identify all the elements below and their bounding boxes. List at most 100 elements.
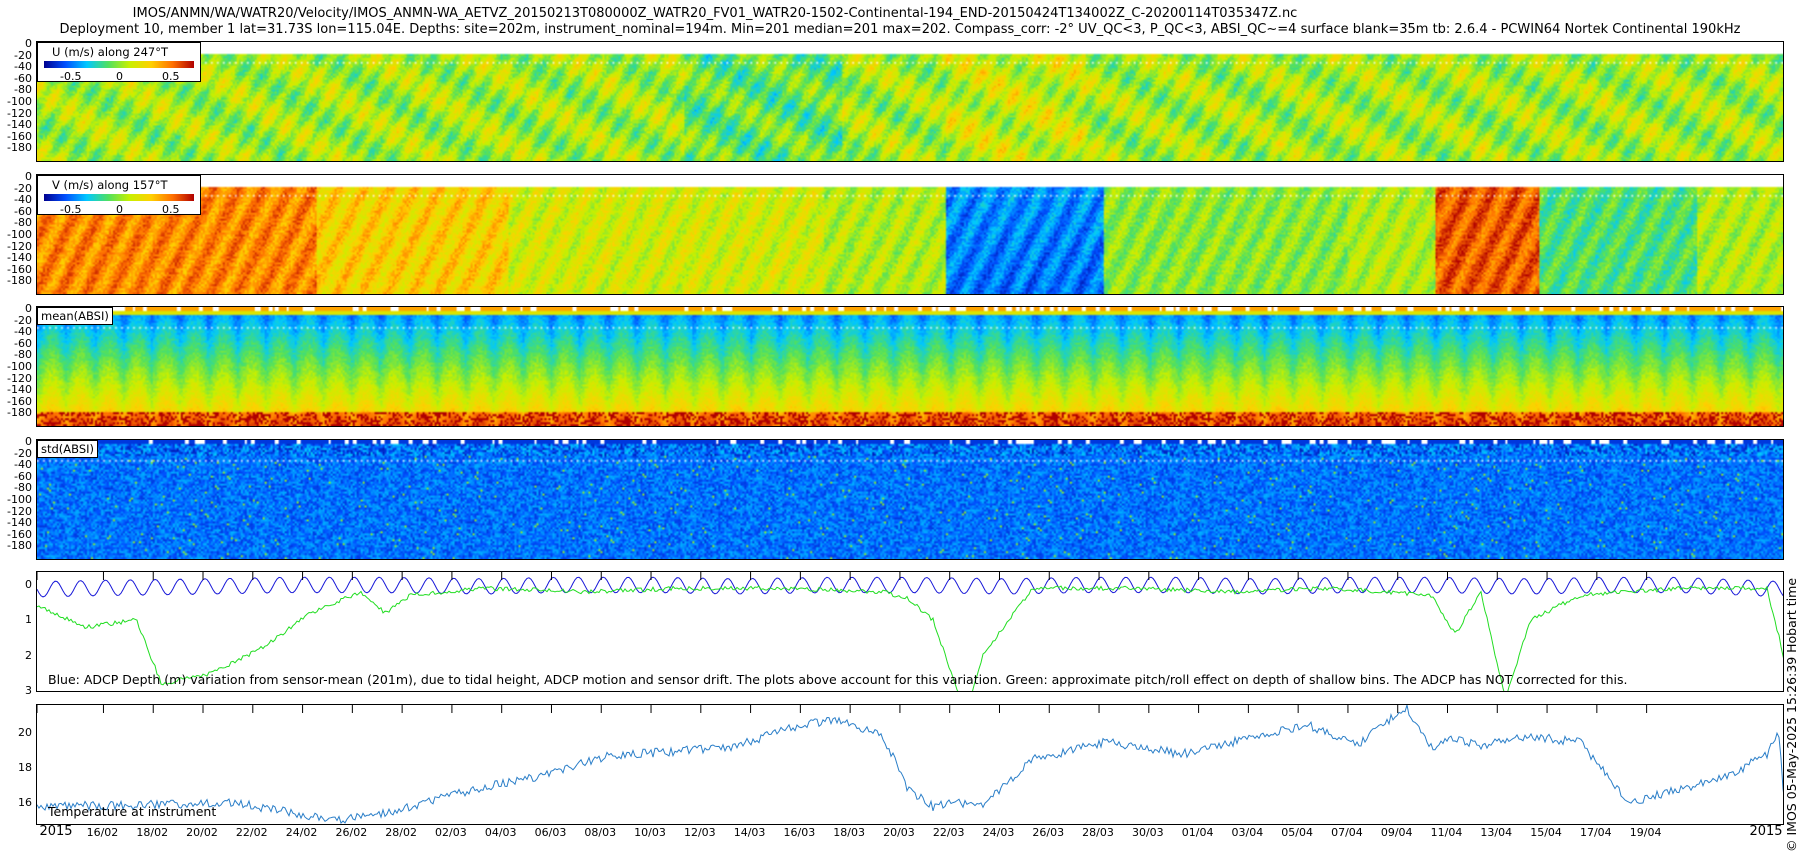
y-tick-label: -80 — [0, 482, 32, 493]
v-colorbar-tick: 0 — [116, 203, 123, 216]
x-date-label: 22/03 — [933, 826, 965, 839]
x-date-label: 05/04 — [1281, 826, 1313, 839]
y-tick-label: 0 — [0, 38, 32, 49]
y-tick-label: -140 — [0, 384, 32, 395]
y-tick-label: -180 — [0, 275, 32, 286]
x-date-label: 22/02 — [236, 826, 268, 839]
y-tick-label: -60 — [0, 73, 32, 84]
x-date-label: 2015 — [1749, 824, 1782, 839]
figure-title-deployment: Deployment 10, member 1 lat=31.73S lon=1… — [0, 22, 1800, 37]
x-date-label: 24/02 — [286, 826, 318, 839]
y-tick-label: -20 — [0, 448, 32, 459]
mean-absi-panel — [36, 306, 1784, 427]
mean-absi-label: mean(ABSI) — [37, 307, 113, 325]
x-date-label: 13/04 — [1480, 826, 1512, 839]
x-date-label: 16/03 — [784, 826, 816, 839]
y-tick-label: -140 — [0, 252, 32, 263]
x-date-label: 07/04 — [1331, 826, 1363, 839]
figure-title-filename: IMOS/ANMN/WA/WATR20/Velocity/IMOS_ANMN-W… — [0, 6, 1430, 21]
y-tick-label: -140 — [0, 517, 32, 528]
x-date-label: 19/04 — [1630, 826, 1662, 839]
y-tick-label: -80 — [0, 217, 32, 228]
v-colorbar-tick: -0.5 — [60, 203, 81, 216]
x-date-label: 2015 — [39, 824, 72, 839]
y-tick-label: -180 — [0, 540, 32, 551]
y-tick-label: 18 — [0, 762, 32, 773]
y-tick-label: -100 — [0, 229, 32, 240]
y-tick-label: -120 — [0, 108, 32, 119]
temperature-line — [37, 705, 1784, 823]
x-date-label: 06/03 — [535, 826, 567, 839]
x-date-label: 20/02 — [186, 826, 218, 839]
v-velocity-label: V (m/s) along 157°T — [52, 178, 167, 192]
y-tick-label: -20 — [0, 50, 32, 61]
adcp-depth-variation-line — [37, 577, 1784, 597]
y-tick-label: -160 — [0, 396, 32, 407]
copyright-timestamp: © IMOS 05-May-2025 15:26:39 Hobart time — [1784, 532, 1800, 852]
y-tick-label: -20 — [0, 183, 32, 194]
y-tick-label: 20 — [0, 727, 32, 738]
x-date-label: 01/04 — [1182, 826, 1214, 839]
y-tick-label: -100 — [0, 494, 32, 505]
y-tick-label: 0 — [0, 303, 32, 314]
y-tick-label: -100 — [0, 361, 32, 372]
x-date-label: 02/03 — [435, 826, 467, 839]
x-date-label: 28/02 — [385, 826, 417, 839]
copyright-text: © IMOS 05-May-2025 15:26:39 Hobart time — [1784, 578, 1799, 852]
x-date-label: 14/03 — [734, 826, 766, 839]
y-tick-label: -140 — [0, 119, 32, 130]
v-colorbar-tick: 0.5 — [162, 203, 180, 216]
y-tick-label: 0 — [0, 579, 32, 590]
y-tick-label: -40 — [0, 194, 32, 205]
u-velocity-label: U (m/s) along 247°T — [52, 45, 168, 59]
u-velocity-panel — [36, 41, 1784, 162]
y-tick-label: -160 — [0, 264, 32, 275]
x-date-label: 17/04 — [1580, 826, 1612, 839]
u-colorbar-tick: -0.5 — [60, 70, 81, 83]
y-tick-label: 0 — [0, 171, 32, 182]
std-absi-label: std(ABSI) — [37, 440, 98, 458]
y-tick-label: 0 — [0, 436, 32, 447]
u-velocity-legend: U (m/s) along 247°T -0.5 0 0.5 — [37, 42, 201, 82]
y-tick-label: 1 — [0, 614, 32, 625]
temperature-label: Temperature at instrument — [48, 804, 216, 819]
y-tick-label: -40 — [0, 326, 32, 337]
x-date-label: 18/03 — [833, 826, 865, 839]
y-tick-label: -40 — [0, 61, 32, 72]
mean-absi-heatmap — [37, 307, 1783, 426]
y-tick-label: -120 — [0, 241, 32, 252]
x-date-label: 09/04 — [1381, 826, 1413, 839]
x-date-label: 20/03 — [883, 826, 915, 839]
y-tick-label: -60 — [0, 338, 32, 349]
std-absi-panel — [36, 439, 1784, 560]
u-colorbar — [44, 61, 194, 68]
y-tick-label: -20 — [0, 315, 32, 326]
y-tick-label: -120 — [0, 373, 32, 384]
y-tick-label: -180 — [0, 142, 32, 153]
std-absi-heatmap — [37, 440, 1783, 559]
v-velocity-legend: V (m/s) along 157°T -0.5 0 0.5 — [37, 175, 201, 215]
y-tick-label: -160 — [0, 529, 32, 540]
y-tick-label: -80 — [0, 349, 32, 360]
temperature-panel — [36, 704, 1784, 825]
x-date-label: 15/04 — [1530, 826, 1562, 839]
u-colorbar-tick: 0.5 — [162, 70, 180, 83]
x-date-label: 26/03 — [1032, 826, 1064, 839]
x-date-label: 28/03 — [1082, 826, 1114, 839]
y-tick-label: 3 — [0, 685, 32, 696]
u-velocity-heatmap — [37, 42, 1783, 161]
x-date-label: 11/04 — [1431, 826, 1463, 839]
y-tick-label: 2 — [0, 650, 32, 661]
v-colorbar — [44, 194, 194, 201]
x-date-label: 24/03 — [983, 826, 1015, 839]
x-date-label: 18/02 — [136, 826, 168, 839]
x-date-label: 03/04 — [1232, 826, 1264, 839]
y-tick-label: 16 — [0, 797, 32, 808]
x-date-label: 26/02 — [335, 826, 367, 839]
y-tick-label: -40 — [0, 459, 32, 470]
x-date-label: 12/03 — [684, 826, 716, 839]
x-date-label: 16/02 — [87, 826, 119, 839]
depth-variation-note: Blue: ADCP Depth (m) variation from sens… — [48, 672, 1627, 687]
x-date-label: 08/03 — [584, 826, 616, 839]
u-colorbar-tick: 0 — [116, 70, 123, 83]
